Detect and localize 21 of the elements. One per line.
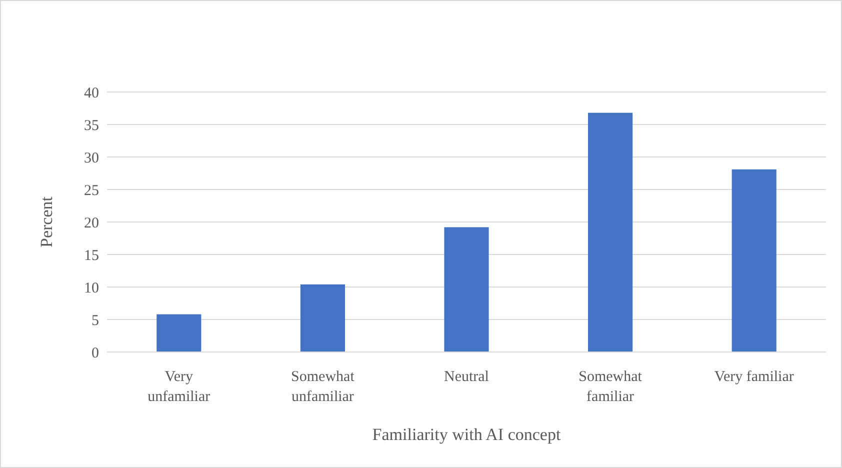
- x-tick-label: Neutral: [444, 369, 489, 385]
- bar: [444, 227, 489, 352]
- x-tick-label: Somewhat unfamiliar: [291, 369, 356, 405]
- y-tick-label: 15: [84, 248, 99, 264]
- y-tick-label: 25: [84, 182, 99, 199]
- y-tick-label: 5: [92, 312, 99, 329]
- x-tick-label: Very familiar: [714, 369, 794, 385]
- y-tick-label: 30: [84, 150, 99, 166]
- x-axis-title: Familiarity with AI concept: [372, 425, 561, 444]
- bar: [300, 284, 345, 352]
- x-tick-label: Somewhat familiar: [578, 369, 643, 405]
- y-axis-title: Percent: [37, 196, 56, 248]
- y-tick-label: 35: [84, 118, 99, 134]
- x-tick-label: Very unfamiliar: [148, 369, 210, 405]
- y-tick-label: 40: [84, 85, 99, 102]
- bar: [588, 112, 633, 352]
- y-tick-label: 10: [84, 280, 99, 296]
- y-tick-label: 20: [84, 215, 99, 232]
- bar: [732, 169, 776, 352]
- bar: [156, 314, 202, 352]
- y-tick-label: 0: [92, 345, 99, 362]
